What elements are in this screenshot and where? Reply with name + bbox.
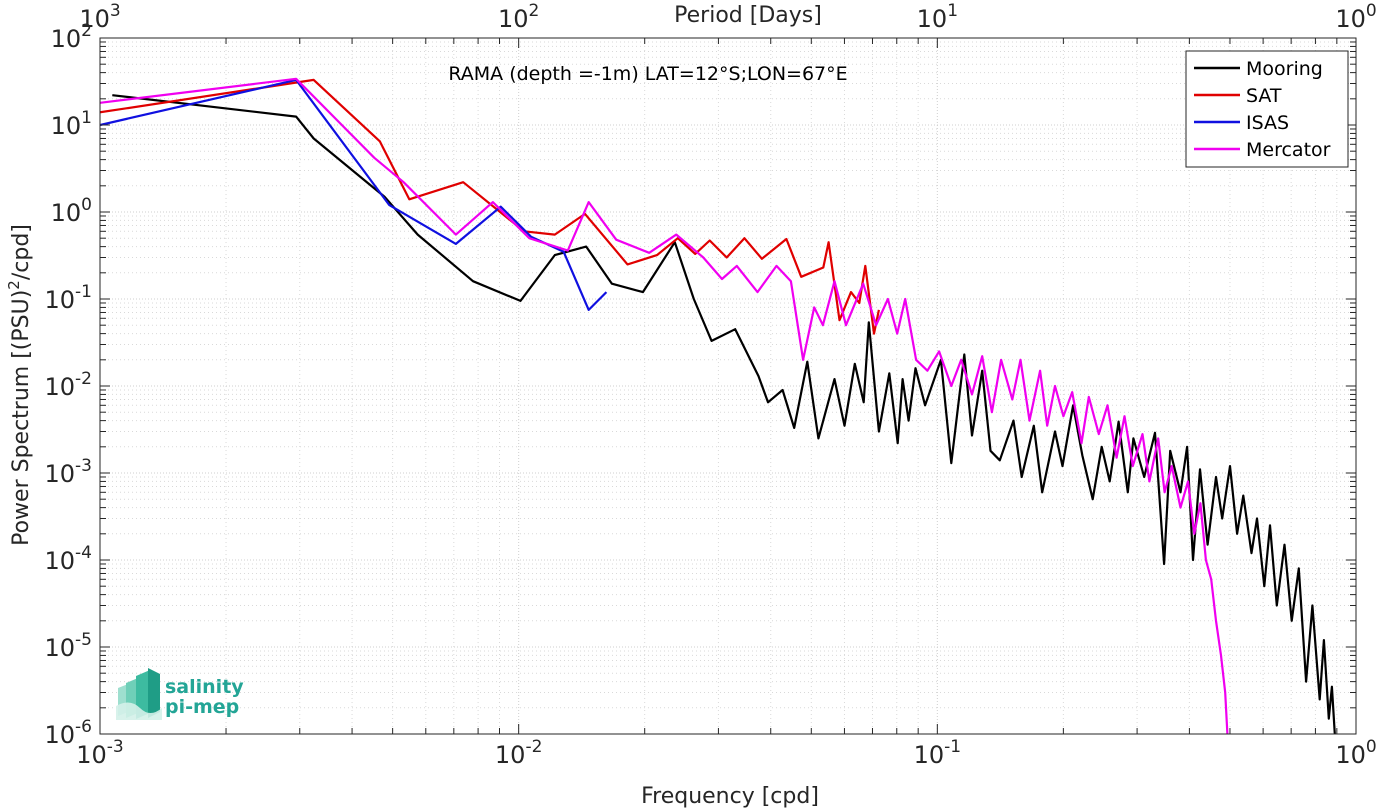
y-tick-label: 10-2	[45, 369, 93, 401]
y-tick-label-base: 10	[51, 199, 82, 227]
y-tick-label-exp: -4	[75, 543, 92, 563]
logo-text-line1: salinity	[165, 676, 244, 698]
x-tick-label-exp: -2	[525, 737, 542, 757]
y-tick-label: 102	[51, 21, 92, 53]
legend-label-mooring: Mooring	[1246, 58, 1323, 80]
y-tick-label-base: 10	[45, 373, 76, 401]
y-tick-label-base: 10	[51, 112, 82, 140]
top-tick-label-base: 10	[79, 5, 110, 33]
legend-label-sat: SAT	[1246, 85, 1282, 107]
chart-title: RAMA (depth =-1m) LAT=12°S;LON=67°E	[448, 63, 847, 85]
y-axis-label-main: Power Spectrum [(PSU)	[9, 290, 34, 546]
y-tick-label-exp: 2	[81, 21, 92, 41]
x-tick-label-exp: -3	[107, 737, 124, 757]
top-tick-label-base: 10	[1335, 5, 1366, 33]
y-tick-label-exp: -3	[75, 456, 92, 476]
y-tick-label: 10-3	[45, 456, 93, 488]
y-tick-label-exp: -6	[75, 717, 92, 737]
logo-text-line2: pi-mep	[165, 696, 239, 718]
series-line-isas	[100, 78, 608, 311]
y-tick-label: 101	[51, 108, 92, 140]
legend-label-isas: ISAS	[1246, 112, 1289, 134]
legend-box	[1185, 50, 1349, 168]
salinity-pi-mep-logo: salinity pi-mep	[116, 668, 244, 720]
y-tick-label-exp: -5	[75, 630, 92, 650]
y-tick-label: 10-5	[45, 630, 93, 662]
logo-mark-icon	[116, 668, 162, 720]
x-tick-label: 10-3	[76, 737, 124, 769]
y-tick-label-base: 10	[45, 286, 76, 314]
y-tick-label-base: 10	[45, 460, 76, 488]
x-axis-label: Frequency [cpd]	[641, 784, 819, 809]
series-layer	[100, 77, 1336, 734]
legend-label-mercator: Mercator	[1246, 139, 1331, 161]
x-tick-label: 100	[1335, 737, 1376, 769]
top-axis-label: Period [Days]	[674, 3, 822, 28]
y-tick-label: 10-6	[45, 717, 93, 749]
top-tick-label-base: 10	[498, 5, 529, 33]
y-tick-label-base: 10	[45, 634, 76, 662]
top-tick-label-exp: 1	[947, 1, 958, 21]
top-tick-label: 100	[1335, 1, 1376, 33]
x-tick-label-exp: -1	[944, 737, 961, 757]
x-tick-label: 10-2	[495, 737, 543, 769]
y-axis-label-sup: 2	[5, 280, 23, 290]
top-tick-label-base: 10	[917, 5, 948, 33]
y-axis-label-tail: /cpd]	[9, 224, 34, 280]
series-line-mercator	[100, 77, 1229, 734]
legend: Mooring SAT ISAS Mercator	[1185, 50, 1349, 168]
y-tick-label: 100	[51, 195, 92, 227]
top-tick-label-exp: 0	[1366, 1, 1377, 21]
top-tick-label: 102	[498, 1, 539, 33]
y-tick-label-exp: 0	[81, 195, 92, 215]
x-tick-label-exp: 0	[1366, 737, 1377, 757]
y-tick-label-base: 10	[51, 25, 82, 53]
y-axis-label: Power Spectrum [(PSU)2/cpd]	[5, 224, 34, 546]
top-tick-label-exp: 2	[529, 1, 540, 21]
top-tick-label: 103	[79, 1, 120, 33]
series-line-mooring	[112, 94, 1336, 734]
x-tick-label: 10-1	[914, 737, 962, 769]
series-line-sat	[100, 78, 880, 335]
y-tick-label-exp: -2	[75, 369, 92, 389]
x-tick-label-base: 10	[76, 741, 107, 769]
x-tick-label-base: 10	[495, 741, 526, 769]
y-tick-label-exp: 1	[81, 108, 92, 128]
top-tick-label: 101	[917, 1, 958, 33]
y-tick-label-base: 10	[45, 547, 76, 575]
y-tick-label-base: 10	[45, 721, 76, 749]
top-tick-label-exp: 3	[110, 1, 121, 21]
x-tick-label-base: 10	[914, 741, 945, 769]
y-tick-label: 10-4	[45, 543, 93, 575]
y-tick-label: 10-1	[45, 282, 93, 314]
x-tick-label-base: 10	[1335, 741, 1366, 769]
y-tick-label-exp: -1	[75, 282, 92, 302]
